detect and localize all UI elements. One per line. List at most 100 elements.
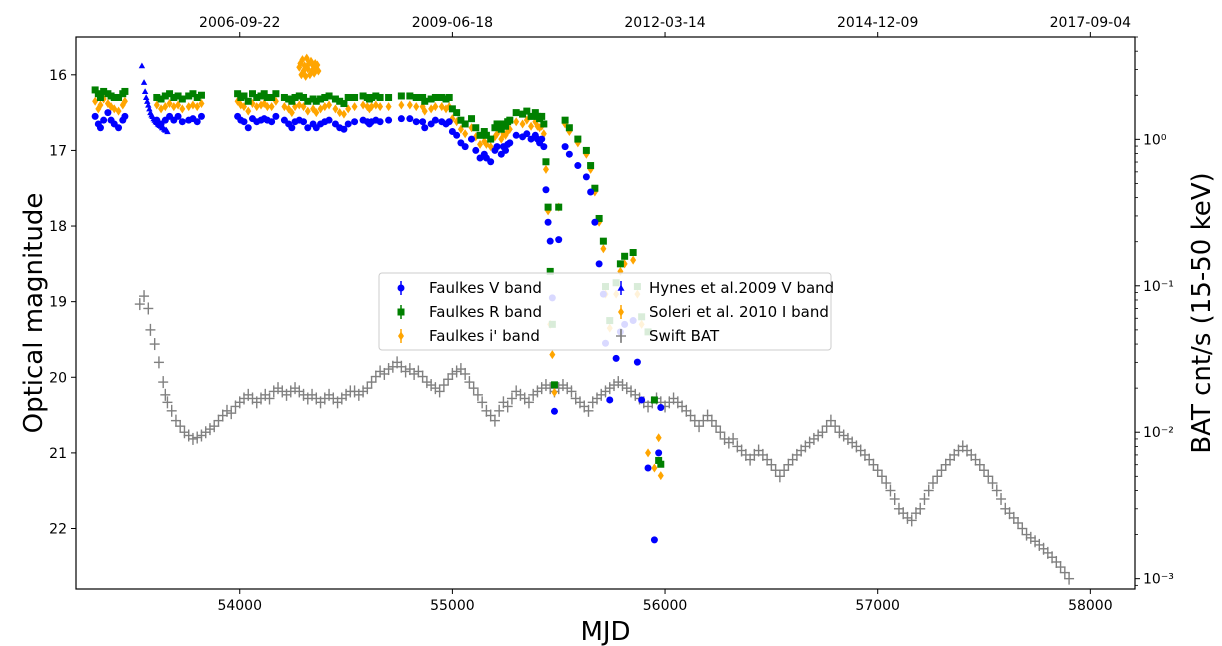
data-point: [453, 109, 461, 117]
data-point: [629, 249, 637, 257]
data-point: [91, 86, 99, 94]
data-point: [487, 135, 495, 143]
data-point: [621, 382, 632, 395]
data-point: [944, 453, 955, 466]
data-point: [889, 492, 900, 505]
data-point: [902, 511, 913, 524]
data-point: [477, 139, 484, 149]
data-point: [876, 470, 887, 483]
data-point: [715, 426, 726, 439]
legend-marker: [397, 308, 405, 316]
data-point: [932, 470, 943, 483]
data-point: [153, 93, 161, 101]
data-point: [376, 118, 384, 126]
data-point: [340, 125, 348, 133]
data-point: [385, 93, 393, 101]
data-point: [457, 116, 465, 124]
series-soleri-et-al-2010-i-band: [296, 53, 322, 81]
data-point: [100, 116, 108, 124]
data-point: [477, 396, 488, 409]
data-point: [612, 354, 620, 362]
data-point: [528, 121, 535, 131]
data-point: [655, 449, 663, 457]
x-tick-label: 57000: [855, 598, 900, 614]
data-point: [158, 376, 169, 389]
data-point: [1004, 507, 1015, 520]
data-point: [485, 409, 496, 422]
data-point: [317, 95, 325, 103]
data-point: [160, 388, 171, 401]
data-point: [591, 218, 599, 226]
data-point: [542, 158, 550, 166]
data-point: [481, 404, 492, 417]
data-point: [94, 90, 102, 98]
data-point: [445, 93, 453, 101]
data-point: [304, 97, 312, 105]
data-point: [194, 102, 201, 112]
data-point: [196, 429, 207, 442]
data-point: [561, 116, 569, 124]
data-point: [1055, 561, 1066, 574]
data-point: [538, 135, 546, 143]
data-point: [421, 97, 429, 105]
data-point: [655, 433, 662, 443]
data-point: [544, 218, 552, 226]
data-point: [115, 124, 123, 132]
series-faulkes-r-band: [91, 86, 665, 468]
data-point: [273, 382, 284, 395]
data-point: [638, 396, 646, 404]
data-point: [312, 97, 320, 105]
data-point: [830, 420, 841, 433]
top-tick-label: 2006-09-22: [199, 15, 280, 31]
data-point: [711, 420, 722, 433]
data-point: [940, 458, 951, 471]
data-point: [512, 131, 520, 139]
data-point: [644, 464, 652, 472]
data-point: [97, 100, 104, 110]
y-left-tick-label: 21: [49, 446, 67, 462]
data-point: [170, 93, 178, 101]
data-point: [455, 363, 466, 376]
data-point: [1017, 522, 1028, 535]
data-point: [523, 396, 534, 409]
data-point: [153, 356, 164, 369]
data-point: [919, 492, 930, 505]
data-point: [115, 93, 123, 101]
data-point: [491, 124, 499, 132]
data-point: [872, 464, 883, 477]
data-point: [506, 392, 517, 405]
data-point: [438, 93, 446, 101]
data-point: [344, 120, 352, 128]
data-point: [813, 429, 824, 442]
data-point: [927, 477, 938, 490]
data-point: [288, 108, 295, 118]
data-point: [497, 125, 505, 133]
y-left-tick-label: 22: [49, 522, 67, 538]
data-point: [506, 124, 513, 134]
data-point: [417, 370, 428, 383]
x-tick-label: 58000: [1068, 598, 1113, 614]
data-point: [178, 95, 186, 103]
data-point: [936, 464, 947, 477]
legend-label: Faulkes i' band: [429, 327, 540, 345]
data-point: [179, 426, 190, 439]
data-point: [187, 432, 198, 445]
data-point: [264, 392, 275, 405]
data-point: [421, 124, 429, 132]
y-axis-right-title: BAT cnt/s (15-50 keV): [1187, 172, 1217, 453]
data-point: [595, 214, 603, 222]
data-point: [550, 407, 558, 415]
legend-marker: [618, 307, 624, 317]
data-point: [398, 100, 405, 110]
data-point: [268, 385, 279, 398]
data-point: [397, 92, 405, 100]
data-point: [613, 376, 624, 389]
data-point: [268, 93, 276, 101]
data-point: [385, 116, 393, 124]
data-point: [513, 117, 520, 127]
data-point: [295, 92, 303, 100]
data-point: [987, 477, 998, 490]
data-point: [291, 93, 299, 101]
data-point: [438, 379, 449, 392]
data-point: [221, 404, 232, 417]
